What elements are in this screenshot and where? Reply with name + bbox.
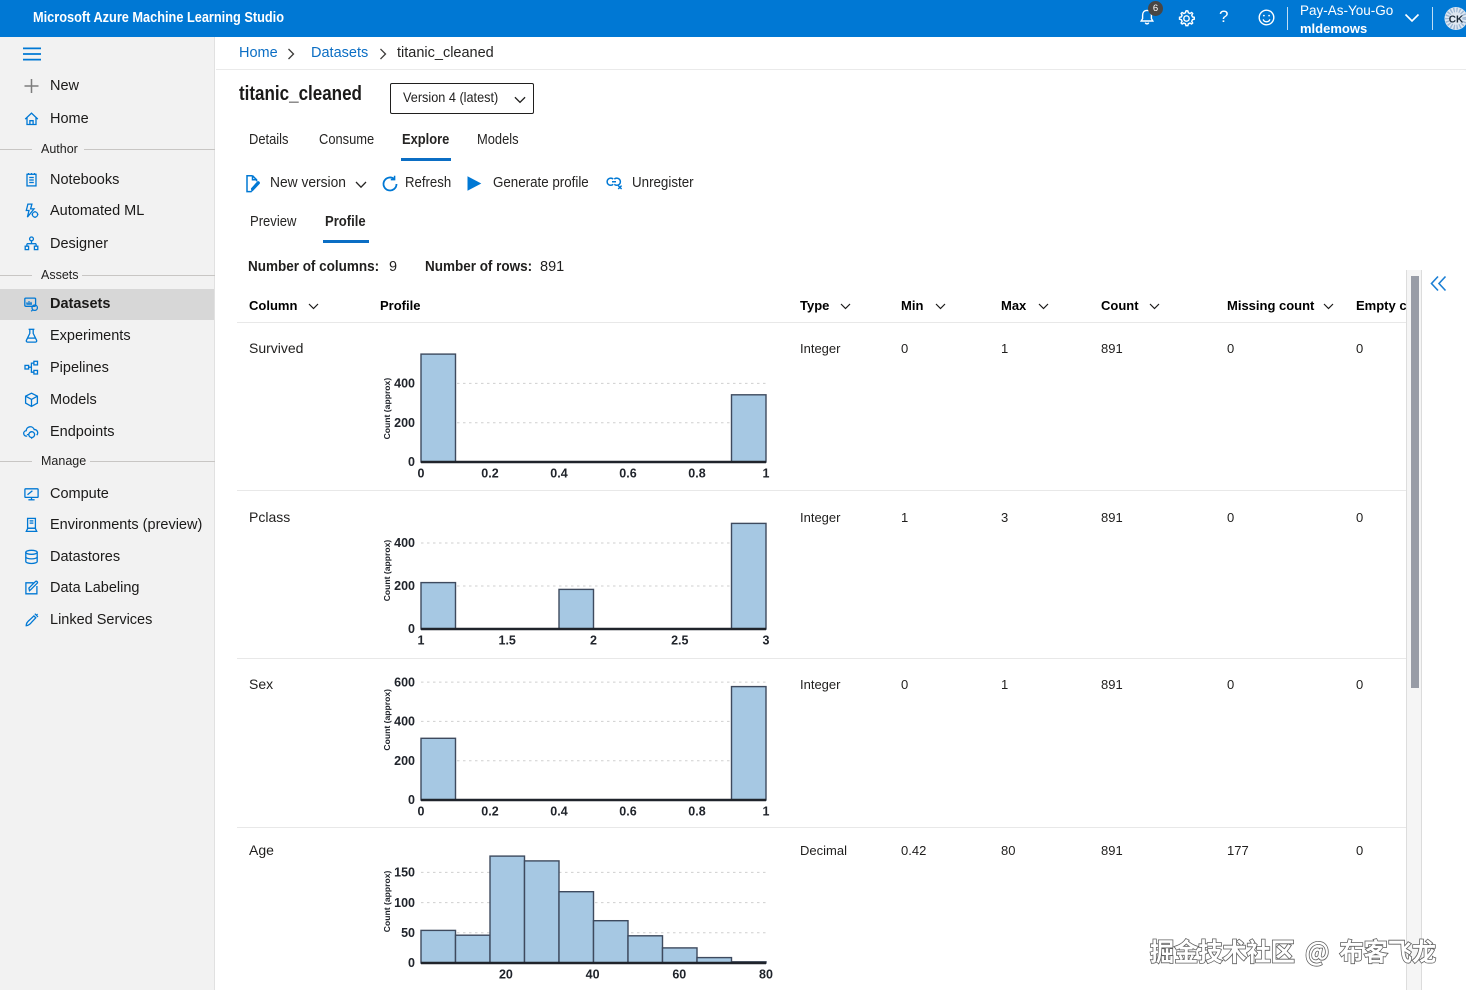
svg-text:400: 400 [394,377,415,391]
svg-text:1: 1 [763,805,770,819]
svg-text:200: 200 [394,579,415,593]
svg-text:100: 100 [394,896,415,910]
svg-text:0: 0 [418,467,425,481]
svg-text:0.6: 0.6 [619,805,636,819]
svg-text:1: 1 [418,634,425,648]
svg-text:Count (approx): Count (approx) [382,378,392,440]
svg-text:20: 20 [499,968,513,982]
svg-text:400: 400 [394,715,415,729]
svg-text:2: 2 [590,634,597,648]
svg-text:50: 50 [401,926,415,940]
svg-text:60: 60 [672,968,686,982]
svg-text:1: 1 [763,467,770,481]
svg-text:200: 200 [394,416,415,430]
svg-text:200: 200 [394,754,415,768]
svg-text:80: 80 [759,968,773,982]
svg-text:0.8: 0.8 [688,467,705,481]
svg-text:0: 0 [408,622,415,636]
svg-text:Count (approx): Count (approx) [382,540,392,602]
svg-text:400: 400 [394,536,415,550]
svg-text:Count (approx): Count (approx) [382,689,392,751]
svg-text:600: 600 [394,675,415,689]
svg-text:0.6: 0.6 [619,467,636,481]
svg-text:150: 150 [394,866,415,880]
svg-text:0: 0 [408,455,415,469]
svg-text:0.2: 0.2 [481,805,498,819]
svg-text:Count (approx): Count (approx) [382,870,392,932]
svg-text:0.8: 0.8 [688,805,705,819]
svg-text:0: 0 [408,956,415,970]
svg-text:0: 0 [408,793,415,807]
svg-text:0: 0 [418,805,425,819]
svg-text:0.4: 0.4 [550,805,567,819]
svg-text:1.5: 1.5 [499,634,516,648]
svg-text:3: 3 [763,634,770,648]
svg-text:CK: CK [1449,14,1464,25]
svg-text:0.2: 0.2 [481,467,498,481]
svg-text:40: 40 [586,968,600,982]
svg-text:0.4: 0.4 [550,467,567,481]
svg-text:2.5: 2.5 [671,634,688,648]
